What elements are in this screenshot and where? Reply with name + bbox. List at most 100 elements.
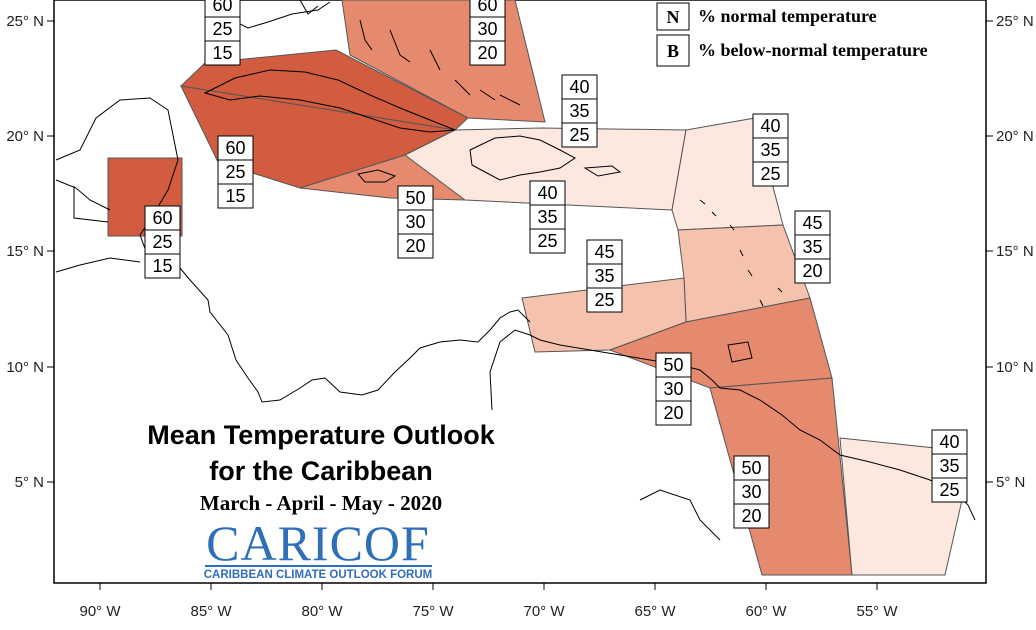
prob-box-trinidad: 50 30 20	[655, 352, 692, 426]
x-tick-label: 65° W	[634, 603, 676, 620]
prob-box-hispaniola: 40 35 25	[561, 74, 598, 148]
prob-cell-normal	[529, 204, 566, 230]
y-tick-labels-left: 25° N 20° N 15° N 10° N 5° N	[6, 13, 44, 491]
title-line-2: for the Caribbean	[209, 456, 433, 486]
prob-value-normal: 25	[152, 232, 172, 252]
prob-value-below: 20	[802, 261, 822, 281]
prob-value-normal: 35	[939, 456, 959, 476]
prob-cell-below	[529, 228, 566, 254]
probability-boxes: 60 30 20 60 25 15 60 25 15 60 25 15 50 30 20 40 35 2…	[144, 0, 968, 529]
legend-key-box	[656, 34, 690, 67]
prob-box-cuba: 60 25 15	[217, 135, 254, 209]
prob-value-above: 40	[537, 183, 557, 203]
prob-cell-below	[217, 183, 254, 209]
prob-box-leeward: 40 35 25	[752, 113, 789, 187]
legend-key-box	[656, 2, 690, 31]
prob-cell-normal	[217, 159, 254, 185]
prob-cell-normal	[733, 479, 770, 505]
prob-cell-above	[931, 429, 968, 455]
prob-cell-above	[144, 205, 181, 231]
prob-value-normal: 25	[225, 162, 245, 182]
prob-value-above: 60	[225, 138, 245, 158]
prob-box-suriname: 40 35 25	[931, 429, 968, 503]
prob-value-normal: 35	[569, 101, 589, 121]
prob-value-above: 60	[212, 0, 232, 15]
coastlines	[55, 0, 976, 541]
prob-box-hispaniola-2: 40 35 25	[529, 180, 566, 254]
prob-value-normal: 35	[802, 237, 822, 257]
prob-cell-below	[655, 400, 692, 426]
x-tick-label: 90° W	[79, 603, 121, 620]
prob-cell-below	[794, 258, 831, 284]
prob-cell-above	[733, 455, 770, 481]
prob-value-normal: 35	[537, 207, 557, 227]
prob-value-above: 45	[594, 242, 614, 262]
y-tick-label: 20° N	[996, 128, 1034, 145]
prob-value-below: 15	[212, 43, 232, 63]
prob-box-abc: 45 35 25	[586, 239, 623, 313]
prob-cell-normal	[655, 376, 692, 402]
prob-value-normal: 30	[741, 482, 761, 502]
prob-value-normal: 25	[212, 19, 232, 39]
prob-cell-normal	[144, 229, 181, 255]
y-tick-label: 25° N	[6, 13, 44, 30]
legend-key: B	[667, 41, 679, 61]
prob-cell-below	[733, 503, 770, 529]
prob-cell-above	[217, 135, 254, 161]
x-tick-label: 70° W	[523, 603, 565, 620]
logo-wordmark: CARICOF	[206, 515, 430, 571]
prob-value-above: 50	[405, 188, 425, 208]
x-tick-label: 55° W	[856, 603, 898, 620]
prob-cell-below	[931, 477, 968, 503]
x-tick-label: 75° W	[412, 603, 454, 620]
prob-box-windward: 45 35 20	[794, 210, 831, 284]
prob-box-guyana: 50 30 20	[733, 455, 770, 529]
prob-cell-normal	[561, 98, 598, 124]
prob-value-below: 25	[760, 164, 780, 184]
prob-value-below: 20	[477, 43, 497, 63]
prob-value-above: 40	[760, 116, 780, 136]
prob-box-bahamas: 60 30 20	[469, 0, 506, 66]
prob-value-below: 20	[741, 506, 761, 526]
prob-box-jamaica: 50 30 20	[397, 185, 434, 259]
prob-value-normal: 35	[594, 266, 614, 286]
prob-value-normal: 30	[663, 379, 683, 399]
prob-value-below: 25	[569, 125, 589, 145]
prob-cell-below	[561, 122, 598, 148]
prob-value-above: 50	[741, 458, 761, 478]
prob-value-below: 15	[152, 256, 172, 276]
legend-label: % normal temperature	[698, 6, 877, 26]
prob-value-below: 15	[225, 186, 245, 206]
y-tick-label: 10° N	[6, 359, 44, 376]
y-tick-label: 15° N	[6, 243, 44, 260]
prob-cell-below	[144, 253, 181, 279]
prob-value-above: 60	[477, 0, 497, 15]
title-block: Mean Temperature Outlook for the Caribbe…	[147, 420, 496, 515]
prob-value-normal: 30	[405, 212, 425, 232]
prob-cell-normal	[397, 209, 434, 235]
y-tick-labels-right: 25° N 20° N 15° N 10° N 5° N	[996, 13, 1034, 491]
y-tick-label: 15° N	[996, 243, 1034, 260]
prob-value-above: 40	[569, 77, 589, 97]
logo-subtitle: CARIBBEAN CLIMATE OUTLOOK FORUM	[204, 569, 433, 581]
prob-cell-normal	[931, 453, 968, 479]
prob-box-cuba-top: 60 25 15	[204, 0, 241, 66]
legend-item-normal: N % normal temperature	[656, 2, 877, 31]
prob-value-above: 45	[802, 213, 822, 233]
y-tick-label: 5° N	[996, 474, 1025, 491]
x-tick-labels: 90° W 85° W 80° W 75° W 70° W 65° W 60° …	[79, 603, 898, 620]
prob-value-below: 20	[663, 403, 683, 423]
prob-cell-normal	[469, 16, 506, 42]
prob-cell-normal	[752, 137, 789, 163]
prob-cell-normal	[794, 234, 831, 260]
y-tick-label: 10° N	[996, 359, 1034, 376]
prob-value-below: 25	[939, 480, 959, 500]
legend-label: % below-normal temperature	[698, 40, 928, 60]
prob-cell-normal	[586, 263, 623, 289]
prob-cell-below	[397, 233, 434, 259]
legend-item-below: B % below-normal temperature	[656, 34, 928, 67]
prob-cell-below	[752, 161, 789, 187]
title-line-1: Mean Temperature Outlook	[147, 420, 496, 450]
season-label: March - April - May - 2020	[200, 491, 442, 515]
